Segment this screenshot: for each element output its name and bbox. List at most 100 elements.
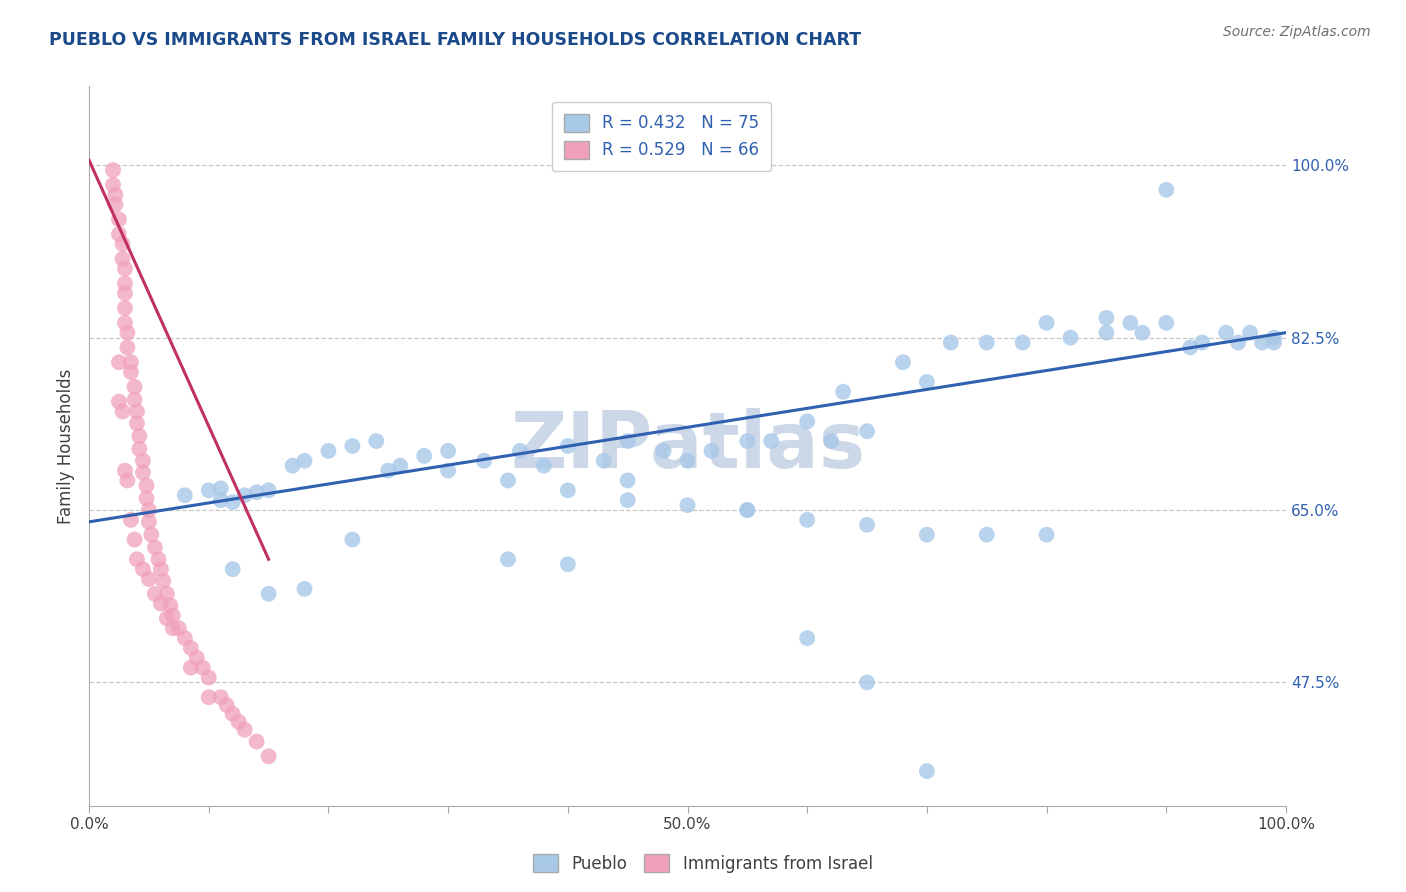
Point [915,527,938,541]
Point [111,252,134,266]
Point [167,621,190,635]
Point [114,261,136,276]
Point [366,434,388,448]
Point [592,454,614,468]
Point [149,597,172,611]
Point [152,574,174,588]
Point [180,660,202,674]
Point [233,488,256,502]
Point [915,375,938,389]
Point [1180,341,1202,355]
Point [1239,326,1261,340]
Point [148,552,170,566]
Point [616,493,638,508]
Point [976,335,998,350]
Point [108,394,131,409]
Point [191,660,214,674]
Point [114,316,136,330]
Point [159,599,181,613]
Point [132,454,155,468]
Point [915,764,938,778]
Point [209,690,232,705]
Point [114,464,136,478]
Point [856,675,879,690]
Point [120,513,142,527]
Point [1095,326,1118,340]
Point [1251,335,1274,350]
Point [125,404,148,418]
Text: Source: ZipAtlas.com: Source: ZipAtlas.com [1223,25,1371,39]
Point [496,552,519,566]
Point [114,286,136,301]
Point [197,671,219,685]
Point [143,541,166,555]
Point [141,527,163,541]
Point [856,517,879,532]
Point [111,237,134,252]
Point [676,454,699,468]
Point [138,515,160,529]
Point [557,439,579,453]
Point [413,449,436,463]
Point [1119,316,1142,330]
Text: PUEBLO VS IMMIGRANTS FROM ISRAEL FAMILY HOUSEHOLDS CORRELATION CHART: PUEBLO VS IMMIGRANTS FROM ISRAEL FAMILY … [49,31,862,49]
Point [246,485,269,500]
Point [820,434,842,448]
Text: ZIPatlas: ZIPatlas [510,408,865,484]
Point [114,277,136,291]
Point [135,478,157,492]
Point [616,434,638,448]
Point [700,443,723,458]
Point [162,621,184,635]
Point [108,212,131,227]
Point [1035,527,1057,541]
Point [557,558,579,572]
Point [111,404,134,418]
Point [832,384,855,399]
Point [125,417,148,431]
Point [222,495,245,509]
Point [533,458,555,473]
Point [117,341,139,355]
Point [209,481,232,495]
Y-axis label: Family Households: Family Households [58,368,75,524]
Point [1095,310,1118,325]
Point [135,491,157,506]
Point [257,749,280,764]
Point [222,706,245,721]
Point [257,587,280,601]
Point [215,698,238,712]
Point [1011,335,1033,350]
Point [342,533,364,547]
Point [1154,183,1177,197]
Point [257,483,280,498]
Point [114,301,136,315]
Point [197,483,219,498]
Point [509,443,531,458]
Point [143,587,166,601]
Legend: R = 0.432   N = 75, R = 0.529   N = 66: R = 0.432 N = 75, R = 0.529 N = 66 [553,102,770,171]
Point [1059,330,1081,344]
Point [1191,335,1213,350]
Point [294,582,316,596]
Point [124,380,146,394]
Legend: Pueblo, Immigrants from Israel: Pueblo, Immigrants from Israel [527,847,879,880]
Point [389,458,412,473]
Point [233,723,256,737]
Point [1263,330,1285,344]
Point [162,608,184,623]
Point [138,572,160,586]
Point [149,562,172,576]
Point [173,631,195,645]
Point [1130,326,1153,340]
Point [101,163,124,178]
Point [796,513,818,527]
Point [1227,335,1250,350]
Point [132,562,155,576]
Point [132,466,155,480]
Point [228,714,250,729]
Point [124,392,146,407]
Point [281,458,304,473]
Point [676,498,699,512]
Point [976,527,998,541]
